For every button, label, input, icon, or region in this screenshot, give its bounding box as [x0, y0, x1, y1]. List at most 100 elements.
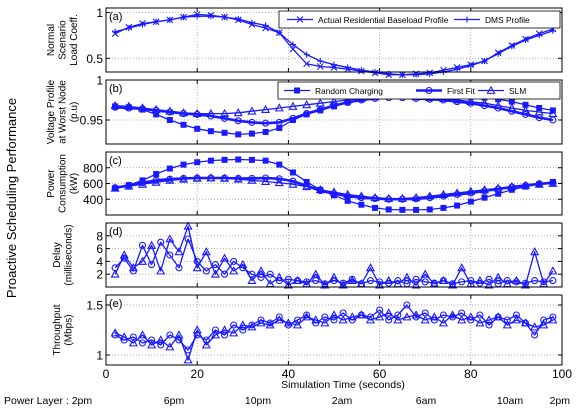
series-1 [112, 156, 556, 213]
data-point [152, 176, 160, 184]
y-tick-label: 1.5 [86, 299, 103, 313]
x-tick-label: 20 [191, 367, 205, 381]
data-point [311, 315, 321, 324]
data-point [452, 188, 462, 197]
data-point [289, 169, 296, 176]
data-point [372, 204, 379, 211]
data-point [399, 206, 406, 213]
panel-label: (e) [109, 298, 122, 310]
data-point [440, 204, 447, 211]
data-point [476, 311, 484, 319]
data-point [365, 315, 376, 324]
data-point [495, 50, 502, 57]
data-point [329, 187, 339, 196]
x-axis: 0 20 40 60 80 100 [103, 367, 573, 381]
y-axis-label: Voltage Profile [46, 79, 57, 144]
figure-super-ylabel: Proactive Scheduling Performance [4, 98, 19, 298]
data-point [128, 263, 138, 272]
data-point [438, 275, 448, 285]
data-point [233, 174, 243, 183]
data-point [256, 318, 266, 327]
data-point [153, 171, 160, 178]
data-point [289, 114, 297, 122]
data-point [137, 256, 148, 265]
data-point [393, 315, 403, 324]
data-point [503, 316, 511, 324]
data-point [183, 355, 193, 364]
plot-frame [105, 7, 563, 73]
data-point [288, 101, 298, 110]
data-point [411, 310, 421, 319]
series-line [115, 96, 554, 125]
data-point [112, 103, 119, 110]
y-axis-label: (milliseconds) [63, 224, 74, 285]
data-point [283, 318, 293, 327]
data-point [356, 310, 366, 319]
data-point [211, 261, 219, 269]
data-point [467, 198, 474, 205]
data-point [166, 165, 173, 172]
legend-label: DMS Profile [485, 15, 530, 25]
y-axis-label: Load Coeff. [69, 14, 80, 66]
data-point [302, 100, 312, 109]
power-layer-ticks: 6pm 10pm 2am 6am 10am 2pm [164, 395, 570, 407]
data-point [549, 277, 557, 285]
data-point [421, 278, 429, 286]
legend-marker [294, 87, 300, 94]
data-point [520, 318, 531, 327]
data-point [180, 121, 187, 128]
power-layer-label: Power Layer : 2pm [4, 395, 92, 407]
data-point [276, 125, 283, 131]
data-point [211, 326, 219, 334]
data-point [508, 98, 515, 105]
data-point [276, 29, 283, 36]
legend-marker [464, 16, 470, 23]
legend: Actual Residential Baseload Profile DMS P… [278, 10, 561, 29]
data-point [475, 318, 485, 327]
data-point [178, 174, 189, 183]
data-point [221, 331, 229, 339]
data-point [384, 308, 394, 317]
data-point [275, 118, 283, 126]
data-point [493, 272, 503, 281]
power-layer-tick: 6am [416, 395, 437, 407]
data-point [411, 192, 421, 202]
data-point [548, 266, 558, 275]
data-point [452, 95, 462, 104]
data-point [394, 311, 402, 319]
data-point [311, 269, 321, 278]
data-point [151, 177, 161, 186]
data-point [549, 27, 556, 34]
data-point [331, 61, 337, 68]
power-layer-tick: 6pm [164, 395, 185, 407]
data-point [507, 181, 517, 191]
data-point [466, 96, 476, 106]
y-tick-label: 0.5 [86, 52, 103, 66]
data-point [522, 101, 529, 108]
series-2 [110, 308, 558, 364]
legend: Random Charging First Fit SLM [277, 81, 561, 100]
y-axis-label: Consumption [58, 154, 69, 213]
data-point [235, 156, 242, 163]
legend-entry: Actual Residential Baseload Profile [287, 15, 449, 25]
data-point [110, 328, 120, 337]
data-point [248, 19, 255, 26]
data-point [151, 104, 161, 114]
data-point [166, 16, 173, 23]
panels: 0.5 1 (a) Normal Scenario Load Coeff. Actual R… [46, 6, 563, 366]
y-tick-label: 0.95 [80, 114, 104, 128]
data-point [454, 202, 461, 209]
power-layer-tick: 2pm [550, 395, 571, 407]
data-point [183, 221, 193, 230]
data-point [481, 194, 488, 201]
data-point [110, 269, 120, 278]
data-point [457, 263, 467, 272]
data-point [536, 32, 543, 39]
data-point [397, 193, 407, 202]
data-point [320, 280, 330, 289]
data-point [347, 275, 357, 285]
data-point [221, 156, 228, 163]
data-point [138, 241, 147, 249]
data-point [156, 335, 166, 344]
